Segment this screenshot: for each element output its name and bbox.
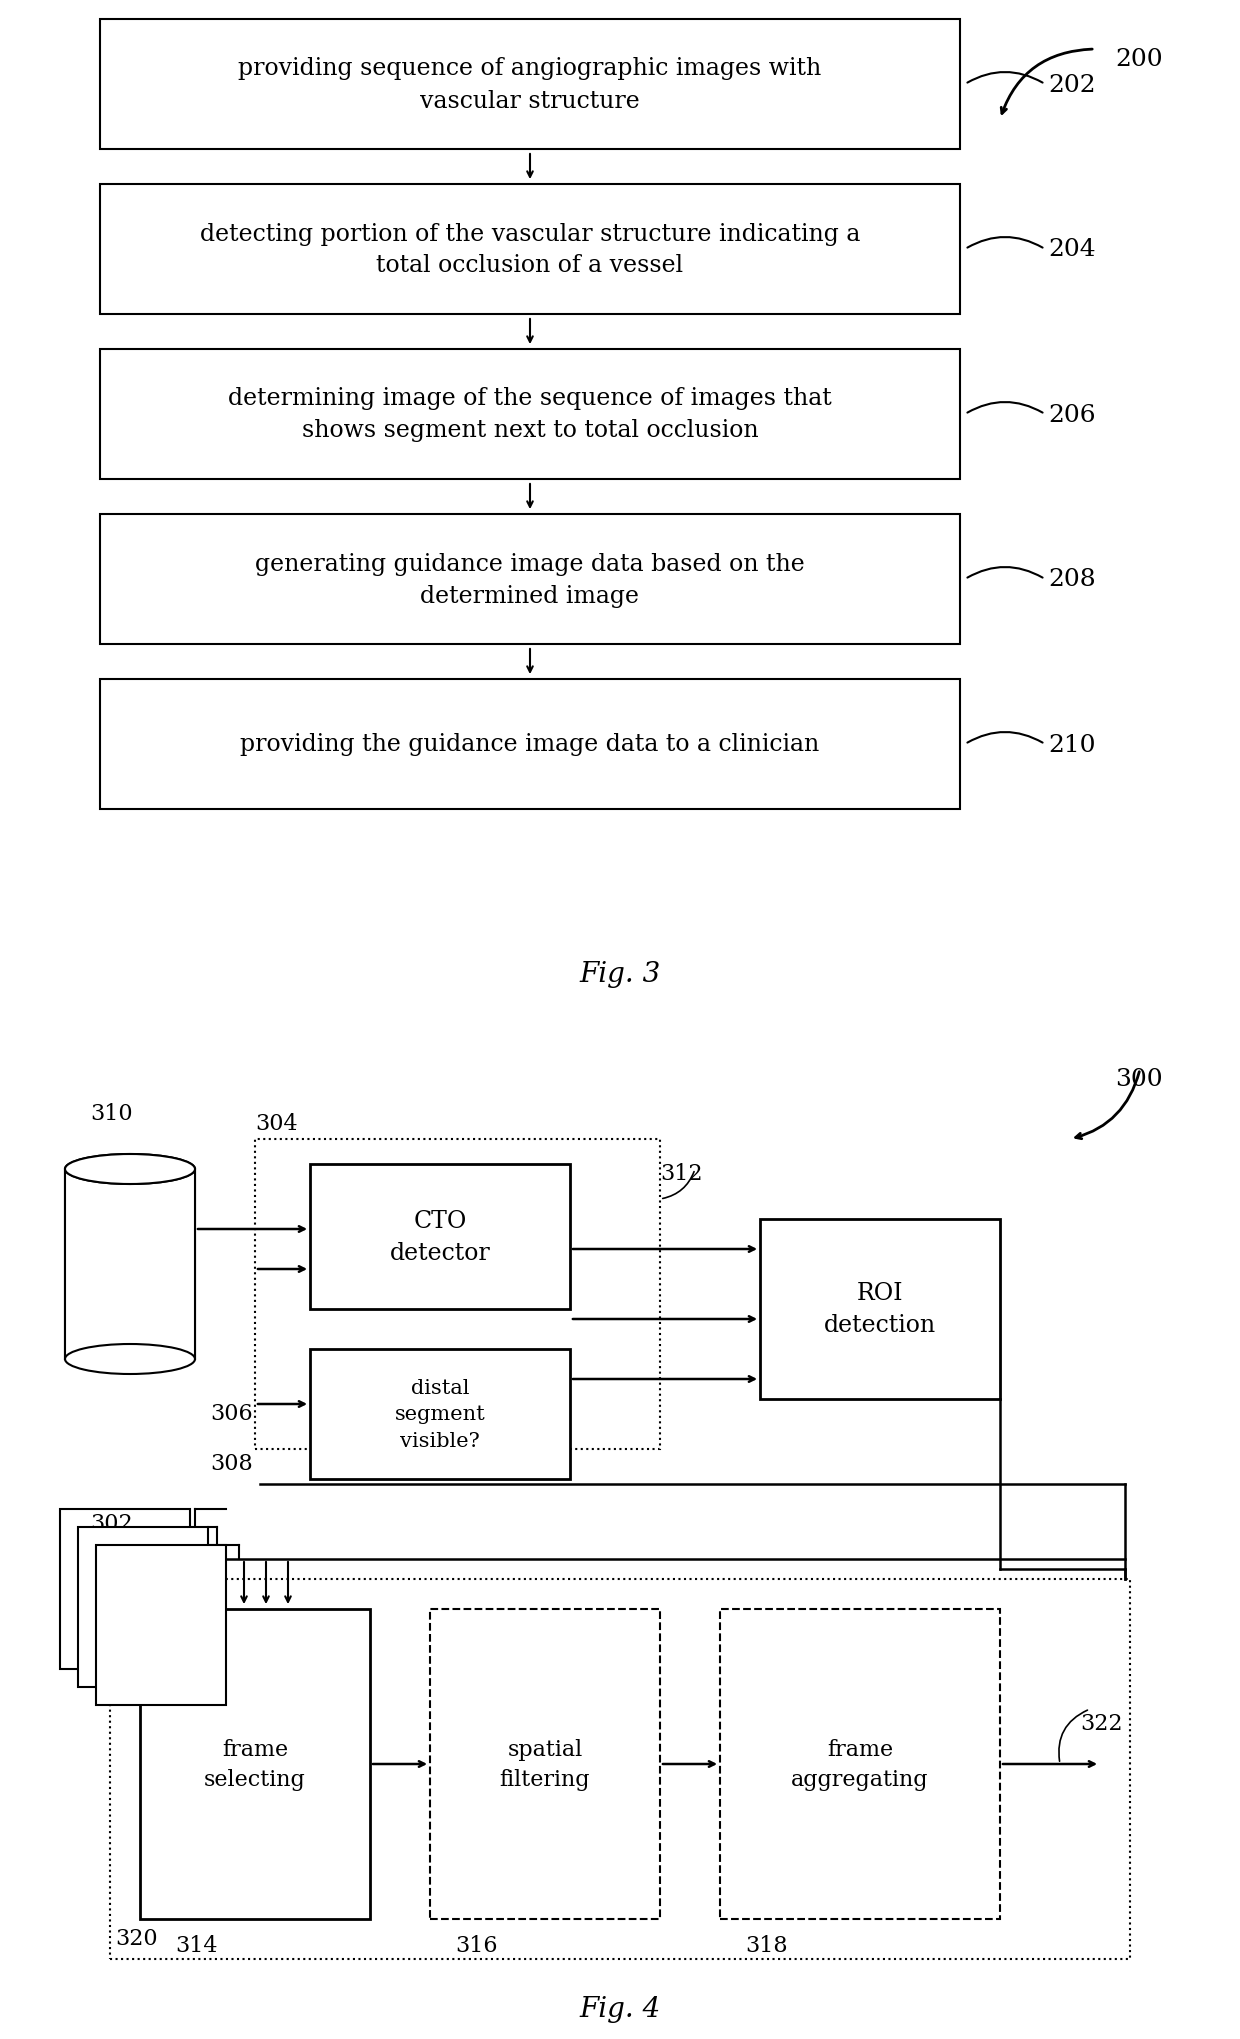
Ellipse shape	[64, 1154, 195, 1185]
Bar	[310, 1164, 570, 1309]
Bar	[60, 1509, 190, 1670]
Text: 210: 210	[1048, 734, 1095, 756]
Ellipse shape	[64, 1154, 195, 1185]
Text: generating guidance image data based on the
determined image: generating guidance image data based on …	[255, 553, 805, 608]
Bar	[100, 186, 960, 314]
Text: 312: 312	[660, 1162, 703, 1185]
Text: 322: 322	[1080, 1713, 1122, 1733]
Bar	[720, 1609, 999, 1919]
Text: frame
aggregating: frame aggregating	[791, 1737, 929, 1790]
Text: 202: 202	[1048, 73, 1096, 96]
Text: 208: 208	[1048, 569, 1096, 591]
Text: determining image of the sequence of images that
shows segment next to total occ: determining image of the sequence of ima…	[228, 387, 832, 442]
Text: providing sequence of angiographic images with
vascular structure: providing sequence of angiographic image…	[238, 57, 822, 112]
Bar	[310, 1350, 570, 1478]
Text: 314: 314	[175, 1935, 217, 1955]
Text: 300: 300	[1115, 1068, 1163, 1091]
Bar	[100, 514, 960, 644]
Bar	[100, 679, 960, 809]
Text: distal
segment
visible?: distal segment visible?	[394, 1378, 485, 1450]
Text: spatial
filtering: spatial filtering	[500, 1737, 590, 1790]
Text: CTO
detector: CTO detector	[389, 1209, 490, 1264]
Bar	[110, 1580, 1130, 1959]
Text: 318: 318	[745, 1935, 787, 1955]
Bar	[100, 20, 960, 151]
Text: 206: 206	[1048, 404, 1096, 426]
Text: frame
selecting: frame selecting	[205, 1737, 306, 1790]
Bar	[95, 1546, 226, 1705]
Text: 200: 200	[1115, 49, 1163, 71]
Text: ROI
detection: ROI detection	[823, 1283, 936, 1338]
Bar	[64, 1170, 195, 1360]
Bar	[78, 1527, 208, 1686]
Bar	[760, 1219, 999, 1399]
Text: Fig. 3: Fig. 3	[579, 960, 661, 989]
Text: Fig. 4: Fig. 4	[579, 1996, 661, 2023]
Text: detecting portion of the vascular structure indicating a
total occlusion of a ve: detecting portion of the vascular struct…	[200, 222, 861, 277]
Bar	[140, 1609, 370, 1919]
Text: 302: 302	[91, 1513, 133, 1533]
Bar	[100, 351, 960, 479]
Text: 310: 310	[91, 1103, 133, 1123]
Text: providing the guidance image data to a clinician: providing the guidance image data to a c…	[241, 734, 820, 756]
Bar	[255, 1140, 660, 1450]
Text: 320: 320	[115, 1927, 157, 1949]
Text: 308: 308	[210, 1452, 253, 1474]
Text: 316: 316	[455, 1935, 497, 1955]
Text: 204: 204	[1048, 239, 1096, 261]
Text: 304: 304	[255, 1113, 298, 1134]
Ellipse shape	[64, 1344, 195, 1374]
Text: 306: 306	[210, 1403, 253, 1425]
Bar	[430, 1609, 660, 1919]
